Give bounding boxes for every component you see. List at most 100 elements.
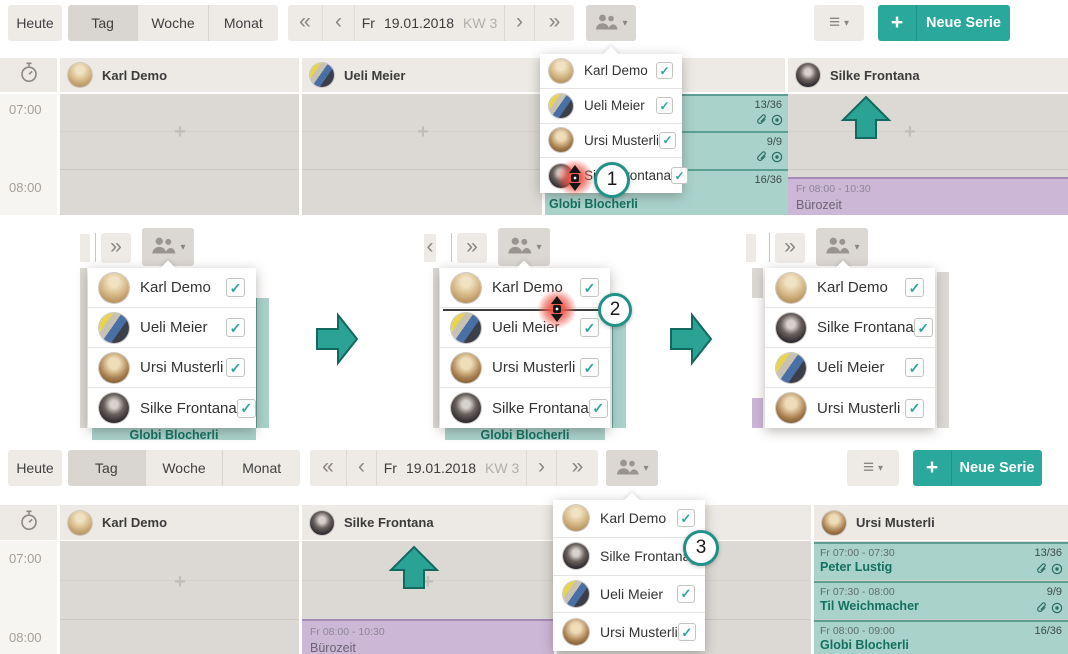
checkbox-checked[interactable]: ✓ [677, 584, 695, 603]
tab-week[interactable]: Woche [138, 5, 209, 41]
person-row-ueli[interactable]: Ueli Meier ✓ [765, 348, 935, 388]
divider [95, 233, 96, 262]
people-filter-button[interactable]: ▾ [498, 228, 550, 266]
checkbox-checked[interactable]: ✓ [913, 318, 933, 337]
person-row-ursi[interactable]: Ursi Musterli ✓ [540, 123, 682, 159]
column-header-ueli[interactable]: Ueli Meier [302, 58, 542, 92]
checkbox-checked[interactable]: ✓ [905, 278, 924, 297]
checkbox-checked[interactable]: ✓ [659, 131, 677, 149]
people-filter-button[interactable]: ▾ [586, 5, 636, 41]
people-filter-button[interactable]: ▾ [142, 228, 194, 266]
person-row-silke[interactable]: Silke Frontana ✓ [440, 388, 610, 428]
next-week-button[interactable]: » [101, 233, 131, 263]
tab-day[interactable]: Tag [68, 450, 146, 486]
new-series-button[interactable]: + Neue Serie [913, 450, 1042, 486]
person-row-silke[interactable]: Silke Frontana ✓ [88, 388, 256, 428]
checkbox-checked[interactable]: ✓ [671, 167, 689, 185]
person-name: Karl Demo [584, 63, 648, 79]
checkbox-checked[interactable]: ✓ [677, 509, 695, 528]
next-day-button[interactable]: › [504, 5, 534, 41]
today-button[interactable]: Heute [8, 5, 62, 41]
checkbox-checked[interactable]: ✓ [656, 62, 673, 80]
checkbox-checked[interactable]: ✓ [677, 623, 696, 642]
column-header-karl[interactable]: Karl Demo [60, 58, 299, 92]
add-appointment-hint[interactable]: + [417, 121, 429, 143]
calendar-column-ueli[interactable] [302, 94, 542, 215]
checkbox-checked[interactable]: ✓ [580, 318, 599, 337]
people-filter-button[interactable]: ▾ [606, 450, 658, 486]
prev-day-button[interactable]: ‹ [346, 450, 376, 486]
person-row-ursi[interactable]: Ursi Musterli ✓ [553, 613, 705, 651]
column-header-silke[interactable]: Silke Frontana [302, 505, 554, 540]
caret-down-icon: ▾ [878, 462, 884, 474]
person-row-karl[interactable]: Karl Demo ✓ [765, 268, 935, 308]
checkbox-checked[interactable]: ✓ [226, 278, 245, 297]
event-buerozeit[interactable]: Fr 08:00 - 10:30 Bürozeit [302, 619, 554, 654]
calendar-column-karl[interactable] [60, 94, 299, 215]
event-peter-lustig[interactable]: Fr 07:00 - 07:30 Peter Lustig 13/36 [814, 542, 1068, 580]
stopwatch-icon [20, 509, 38, 536]
event-fragment [256, 298, 269, 428]
person-name: Ursi Musterli [600, 624, 678, 641]
checkbox-checked[interactable]: ✓ [580, 358, 599, 377]
tutorial-arrow-up [388, 544, 440, 595]
event-title: Bürozeit [796, 198, 842, 212]
person-row-ueli[interactable]: Ueli Meier ✓ [540, 88, 682, 124]
people-filter-button[interactable]: ▾ [816, 228, 868, 266]
next-week-button[interactable]: » [556, 450, 598, 486]
checkbox-checked[interactable]: ✓ [588, 398, 608, 418]
person-name: Ursi Musterli [492, 359, 576, 376]
checkbox-checked[interactable]: ✓ [656, 97, 673, 115]
next-week-button[interactable]: » [534, 5, 574, 41]
person-row-ursi[interactable]: Ursi Musterli ✓ [440, 348, 610, 388]
new-series-label: Neue Serie [959, 460, 1035, 476]
checkbox-checked[interactable]: ✓ [236, 398, 256, 418]
options-menu-button[interactable]: ≡ ▾ [814, 5, 864, 41]
person-row-karl[interactable]: Karl Demo ✓ [88, 268, 256, 308]
event-globi-blocherli[interactable]: Fr 08:00 - 09:00 Globi Blocherli 16/36 [814, 620, 1068, 654]
tab-month[interactable]: Monat [223, 15, 263, 31]
next-day-button[interactable]: › [526, 450, 556, 486]
current-date[interactable]: Fr 19.01.2018 KW 3 [376, 450, 526, 486]
check-icon: ✓ [680, 586, 692, 602]
person-row-silke[interactable]: Silke Frontana ✓ [553, 537, 709, 576]
next-week-button[interactable]: » [775, 233, 805, 263]
add-appointment-hint[interactable]: + [904, 121, 916, 143]
event-buerozeit[interactable]: Fr 08:00 - 10:30 Bürozeit [788, 177, 1068, 215]
event-time: Fr 07:00 - 07:30 [820, 547, 895, 559]
checkbox-checked[interactable]: ✓ [580, 278, 599, 297]
event-til-weichmacher[interactable]: Fr 07:30 - 08:00 Til Weichmacher 9/9 [814, 581, 1068, 619]
today-button[interactable]: Heute [8, 450, 62, 486]
add-appointment-hint[interactable]: + [174, 121, 186, 143]
event-title: Bürozeit [310, 641, 356, 654]
prev-day-button[interactable]: ‹ [322, 5, 354, 41]
person-name: Karl Demo [102, 67, 168, 83]
target-icon [771, 150, 783, 168]
tab-week[interactable]: Woche [146, 450, 224, 486]
add-appointment-hint[interactable]: + [174, 571, 186, 593]
prev-week-button[interactable]: « [322, 455, 334, 478]
tab-month[interactable]: Monat [242, 460, 282, 476]
person-row-ueli[interactable]: Ueli Meier ✓ [440, 308, 610, 348]
next-week-button[interactable]: » [457, 233, 487, 263]
calendar-column-karl[interactable] [60, 541, 299, 654]
checkbox-checked[interactable]: ✓ [226, 318, 245, 337]
annotation-step-1: 1 [594, 162, 630, 198]
tab-day[interactable]: Tag [68, 5, 139, 41]
person-row-silke[interactable]: Silke Frontana ✓ [765, 308, 935, 348]
current-date[interactable]: Fr 19.01.2018 KW 3 [354, 5, 504, 41]
add-appointment-hint[interactable]: + [422, 571, 434, 593]
person-row-ursi[interactable]: Ursi Musterli ✓ [765, 388, 935, 428]
checkbox-checked[interactable]: ✓ [905, 398, 924, 418]
column-header-silke[interactable]: Silke Frontana [788, 58, 1068, 92]
options-menu-button[interactable]: ≡ ▾ [847, 450, 899, 486]
column-header-ursi[interactable]: Ursi Musterli [814, 505, 1068, 540]
person-row-ursi[interactable]: Ursi Musterli ✓ [88, 348, 256, 388]
prev-week-button[interactable]: « [299, 10, 311, 33]
checkbox-checked[interactable]: ✓ [226, 358, 245, 377]
new-series-button[interactable]: + Neue Serie [878, 5, 1010, 41]
checkbox-checked[interactable]: ✓ [905, 358, 924, 377]
person-row-ueli[interactable]: Ueli Meier ✓ [88, 308, 256, 348]
column-header-karl[interactable]: Karl Demo [60, 505, 299, 540]
person-row-ueli[interactable]: Ueli Meier ✓ [553, 575, 705, 614]
